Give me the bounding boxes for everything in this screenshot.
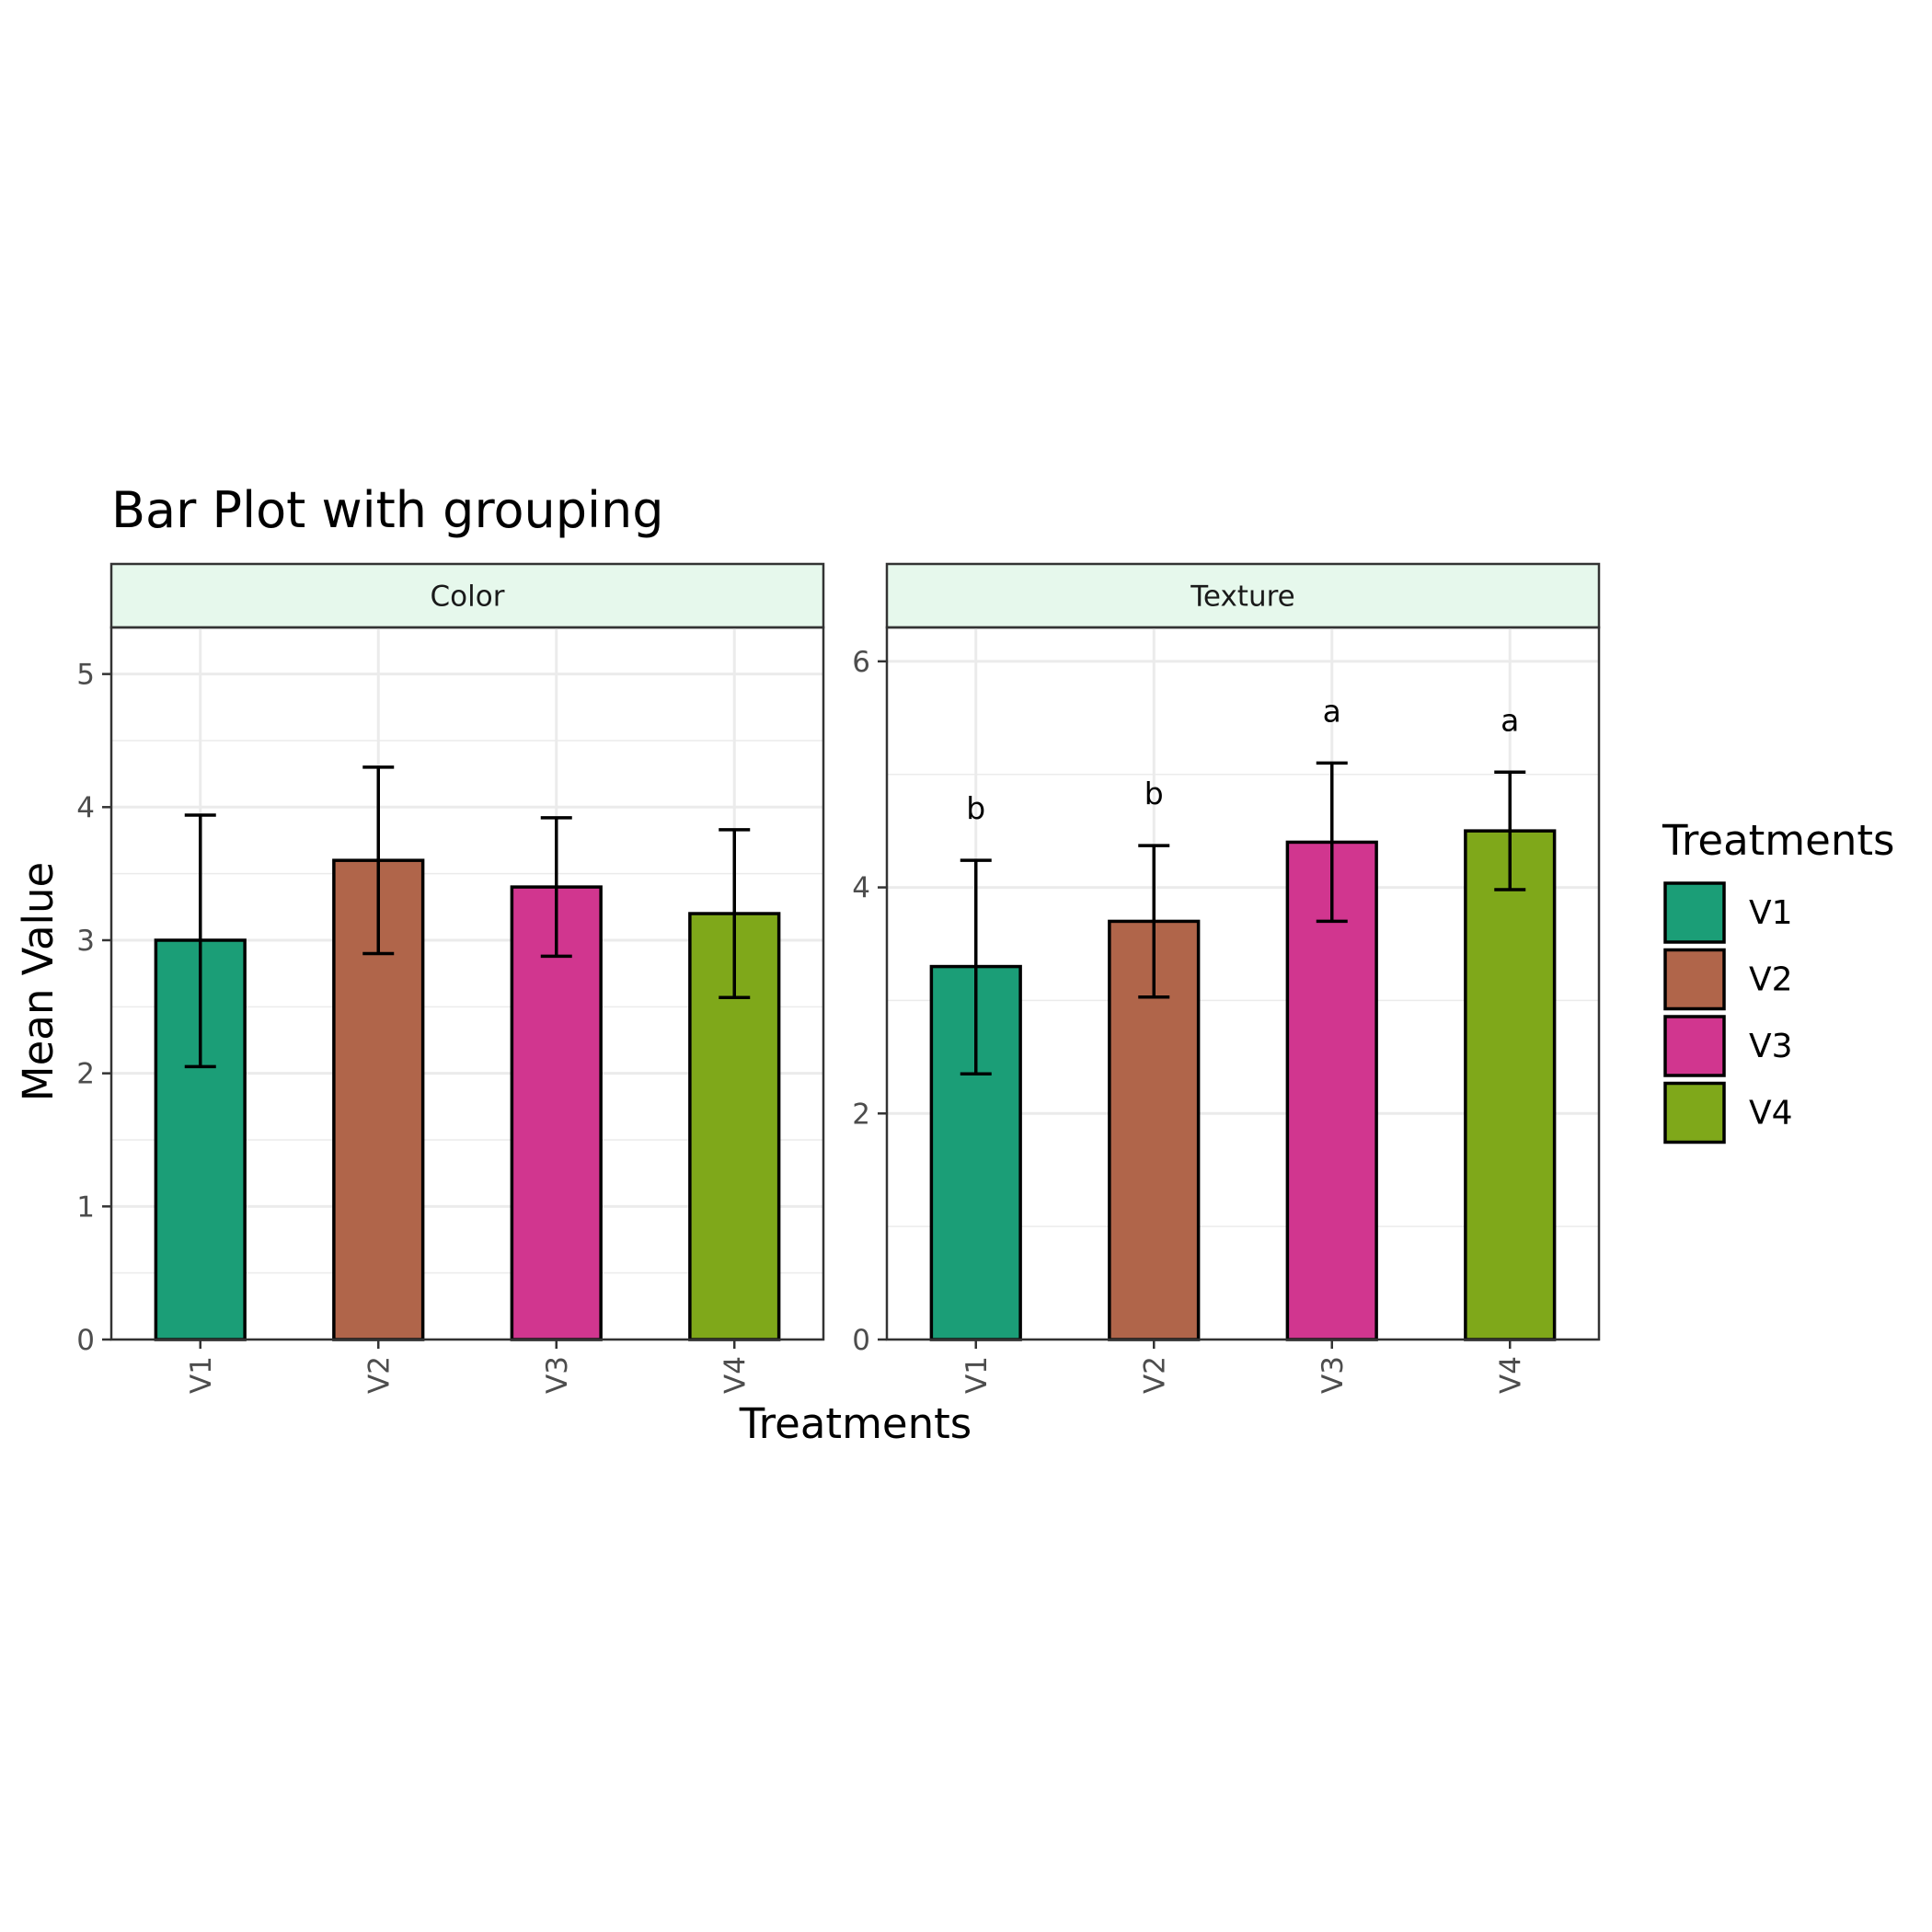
error-bar [540, 816, 572, 959]
facet-strip-label: Color [431, 581, 505, 614]
y-axis-title: Mean Value [14, 862, 63, 1102]
legend-item-v2: V2 [1663, 948, 1793, 1011]
error-bar [1138, 844, 1170, 999]
legend-label: V4 [1749, 1095, 1793, 1133]
y-tick-label: 2 [76, 1058, 95, 1091]
y-tick-label: 0 [76, 1324, 95, 1357]
legend-swatch [1663, 948, 1726, 1011]
facet-strip-label: Texture [1190, 581, 1294, 614]
chart-title: Bar Plot with grouping [111, 481, 664, 539]
y-tick-label: 4 [852, 872, 870, 905]
panel-color: Color 0 1 2 3 4 5 V1 V2 V3 V4 [76, 562, 825, 1394]
x-tick-label: V1 [960, 1356, 994, 1394]
y-tick-label: 0 [852, 1324, 870, 1357]
error-bar [362, 765, 395, 956]
facet-panels: Color 0 1 2 3 4 5 V1 V2 V3 V4 Texture 0 2 4 6 b V1 b V2 a V3 a… [76, 562, 1601, 1394]
x-tick-label: V1 [185, 1356, 218, 1394]
error-bar [184, 813, 216, 1069]
legend-swatch [1663, 881, 1726, 944]
error-bar [719, 828, 751, 999]
y-tick-label: 4 [76, 791, 95, 824]
panel-border [109, 626, 825, 1341]
y-tick-label: 1 [76, 1190, 95, 1224]
error-bar [1494, 770, 1526, 891]
significance-label: b [966, 790, 985, 826]
x-tick-label: V3 [541, 1356, 574, 1394]
x-tick-label: V4 [1494, 1356, 1527, 1394]
legend-item-v4: V4 [1663, 1081, 1793, 1144]
significance-label: b [1144, 776, 1164, 811]
legend-item-v3: V3 [1663, 1015, 1793, 1077]
panel-border [885, 626, 1601, 1341]
x-tick-label: V4 [719, 1356, 752, 1394]
legend-label: V2 [1749, 961, 1793, 999]
legend-item-v1: V1 [1663, 881, 1793, 944]
y-tick-label: 3 [76, 925, 95, 958]
legend-items: V1 V2 V3 V4 [1663, 881, 1793, 1144]
x-tick-label: V2 [1138, 1356, 1171, 1394]
bar-v4 [1464, 829, 1557, 1341]
facet-strip [109, 562, 825, 629]
panel-texture: Texture 0 2 4 6 b V1 b V2 a V3 a V4 [852, 562, 1601, 1394]
legend-label: V3 [1749, 1028, 1793, 1065]
legend-swatch [1663, 1081, 1726, 1144]
x-tick-label: V2 [362, 1356, 396, 1394]
bar-v3 [1285, 840, 1378, 1341]
legend: Treatments V1 V2 V3 V4 [1662, 816, 1894, 1144]
error-bar [1316, 761, 1348, 924]
significance-label: a [1501, 702, 1519, 738]
y-tick-label: 2 [852, 1098, 870, 1131]
x-tick-label: V3 [1317, 1356, 1350, 1394]
error-bar [960, 858, 992, 1076]
significance-label: a [1323, 693, 1341, 729]
legend-swatch [1663, 1015, 1726, 1077]
x-axis-title: Treatments [739, 1399, 972, 1448]
legend-label: V1 [1749, 894, 1793, 932]
y-tick-label: 5 [76, 659, 95, 692]
y-tick-label: 6 [852, 646, 870, 679]
legend-title: Treatments [1662, 816, 1894, 865]
